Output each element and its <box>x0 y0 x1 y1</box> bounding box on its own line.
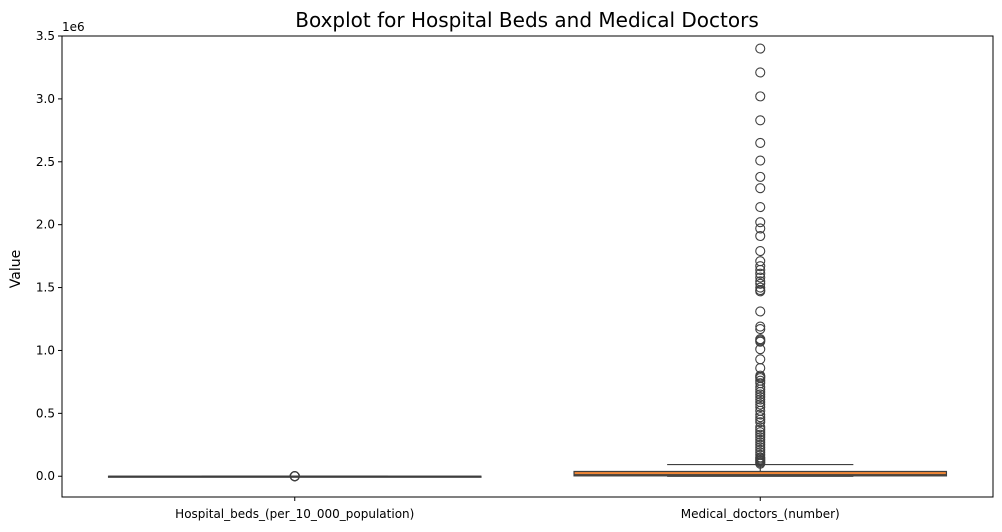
outlier-point <box>755 399 766 410</box>
outlier-point <box>755 402 766 413</box>
outlier-point <box>755 394 766 405</box>
outlier-point <box>755 268 766 279</box>
outlier-point <box>755 91 766 102</box>
y-tick-label: 3.0 <box>36 92 55 106</box>
y-axis-label: Value <box>8 250 24 288</box>
outlier-point <box>755 424 766 435</box>
y-tick-label: 3.5 <box>36 29 55 43</box>
outlier-point <box>755 246 766 257</box>
outlier-point <box>755 43 766 54</box>
y-axis-offset-label: 1e6 <box>62 20 85 34</box>
outlier-point <box>755 67 766 78</box>
outlier-point <box>755 409 766 420</box>
box-iqr <box>573 470 948 477</box>
outlier-point <box>755 344 766 355</box>
outlier-point <box>755 230 766 242</box>
outlier-point <box>755 384 766 395</box>
outlier-point <box>755 217 766 228</box>
box-group <box>573 43 948 477</box>
outlier-point <box>755 282 766 293</box>
outlier-point <box>755 306 766 317</box>
outlier-point <box>755 442 766 453</box>
outlier-point <box>755 427 766 438</box>
outlier-point <box>755 414 766 425</box>
outlier-point <box>755 272 766 283</box>
plot-area <box>107 43 948 482</box>
outlier-point <box>755 429 766 440</box>
outlier-point <box>755 389 766 400</box>
y-tick-label: 0.0 <box>36 469 55 483</box>
outlier-point <box>755 434 766 445</box>
outlier-point <box>755 437 766 448</box>
outlier-point <box>755 278 766 289</box>
x-tick-label: Medical_doctors_(number) <box>681 507 840 521</box>
outlier-point <box>755 324 766 335</box>
y-tick-label: 2.0 <box>36 218 55 232</box>
y-tick-label: 1.5 <box>36 281 55 295</box>
outlier-point <box>755 155 766 166</box>
outlier-point <box>755 321 766 332</box>
y-tick-label: 2.5 <box>36 155 55 169</box>
chart-title: Boxplot for Hospital Beds and Medical Do… <box>295 8 759 32</box>
axes: 0.0 0.5 1.0 1.5 2.0 2.5 3.0 3.5 Hospital_beds_(p… <box>36 29 840 521</box>
x-tick-label: Hospital_beds_(per_10_000_population) <box>175 507 414 521</box>
outlier-point <box>755 458 766 469</box>
plot-frame <box>61 35 994 498</box>
outlier-point <box>755 412 766 423</box>
box-group <box>107 471 482 482</box>
outlier-point <box>289 471 300 482</box>
outlier-point <box>755 183 766 194</box>
outlier-point <box>755 432 766 443</box>
outlier-point <box>755 261 766 272</box>
outlier-point <box>755 137 766 148</box>
outlier-point <box>755 391 766 403</box>
y-tick-label: 0.5 <box>36 406 55 420</box>
outlier-point <box>755 417 766 428</box>
outlier-point <box>755 223 766 234</box>
outlier-point <box>755 422 766 433</box>
outlier-point <box>755 439 766 450</box>
outlier-point <box>755 202 766 213</box>
outlier-point <box>755 354 766 365</box>
outlier-point <box>755 286 766 297</box>
outlier-point <box>755 336 766 347</box>
outlier-point <box>755 381 766 392</box>
y-tick-label: 1.0 <box>36 343 55 357</box>
outlier-point <box>755 264 766 276</box>
outlier-point <box>755 386 766 398</box>
outlier-point <box>755 115 766 126</box>
outlier-point <box>755 171 766 182</box>
